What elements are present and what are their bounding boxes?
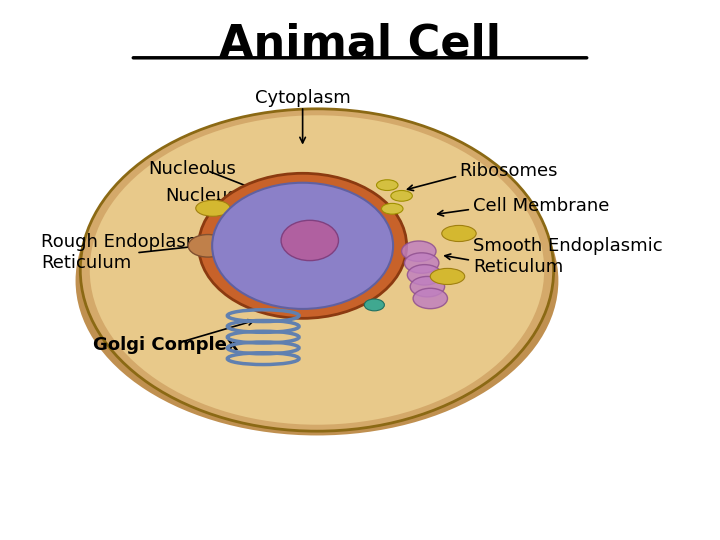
Ellipse shape [431, 268, 464, 285]
Ellipse shape [377, 180, 398, 191]
Ellipse shape [442, 225, 476, 241]
Ellipse shape [413, 288, 448, 309]
Text: Golgi Complex: Golgi Complex [93, 336, 239, 354]
Ellipse shape [408, 265, 442, 285]
Text: Smooth Endoplasmic
Reticulum: Smooth Endoplasmic Reticulum [473, 237, 663, 276]
Ellipse shape [410, 276, 445, 297]
Ellipse shape [382, 204, 403, 214]
Text: Cytoplasm: Cytoplasm [255, 89, 351, 107]
Text: Rough Endoplasmic
Reticulum: Rough Endoplasmic Reticulum [41, 233, 218, 272]
Text: Ribosomes: Ribosomes [459, 161, 557, 180]
Ellipse shape [364, 299, 384, 311]
Ellipse shape [391, 191, 413, 201]
Ellipse shape [281, 220, 338, 261]
Text: Animal Cell: Animal Cell [219, 23, 501, 66]
Ellipse shape [199, 173, 407, 319]
Ellipse shape [188, 234, 228, 257]
Text: Nucleus: Nucleus [165, 187, 237, 205]
Text: Nucleolus: Nucleolus [148, 160, 236, 178]
Ellipse shape [81, 109, 554, 431]
Ellipse shape [212, 183, 393, 309]
Ellipse shape [76, 126, 559, 435]
Ellipse shape [196, 200, 230, 217]
Ellipse shape [405, 253, 439, 273]
Text: Cell Membrane: Cell Membrane [473, 197, 610, 214]
Ellipse shape [90, 115, 544, 425]
Ellipse shape [402, 241, 436, 261]
